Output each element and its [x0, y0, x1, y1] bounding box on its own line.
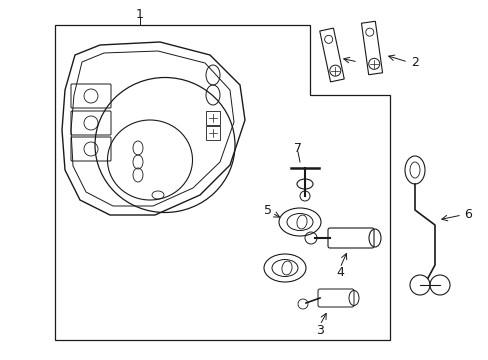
Text: 4: 4 — [335, 266, 343, 279]
Text: 5: 5 — [264, 203, 271, 216]
Text: 2: 2 — [410, 55, 418, 68]
Text: 1: 1 — [136, 9, 143, 22]
Text: 6: 6 — [463, 208, 471, 221]
Text: 7: 7 — [293, 141, 302, 154]
Text: 3: 3 — [315, 324, 323, 337]
